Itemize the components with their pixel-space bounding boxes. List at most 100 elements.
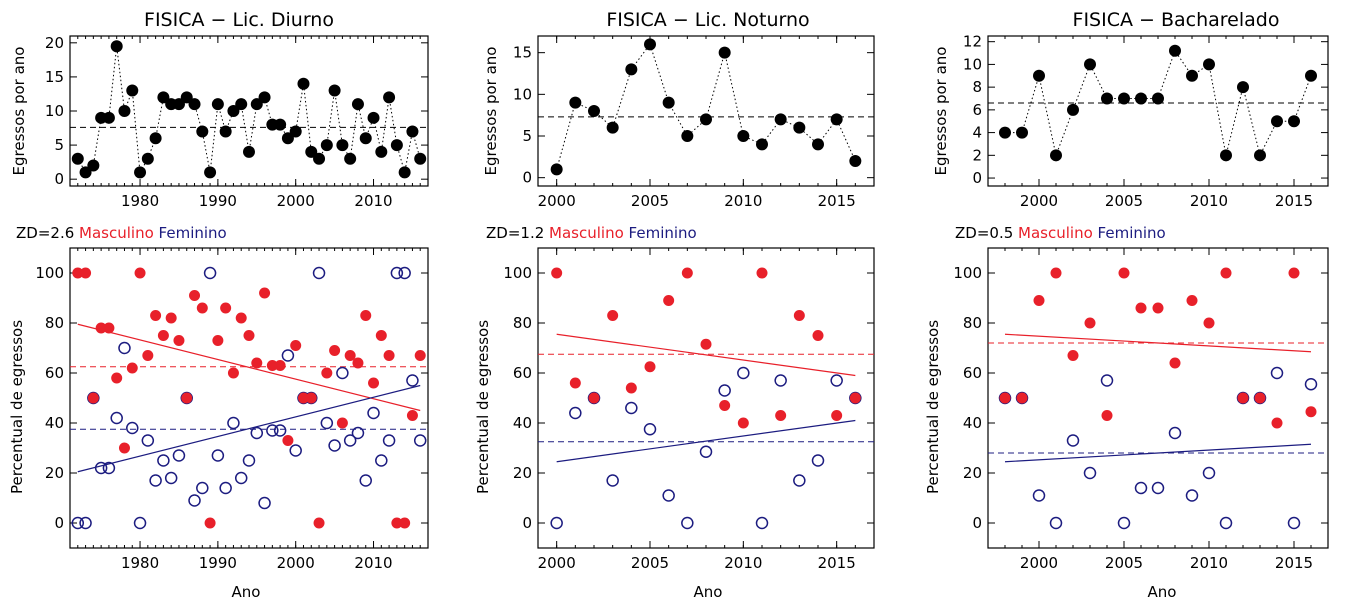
bottom-0-masc-point	[329, 345, 341, 356]
bottom-0-masc-point	[344, 350, 356, 361]
top-1-point	[644, 38, 656, 51]
bottom-0-masc-point	[72, 267, 84, 279]
bottom-0-masc-point	[142, 350, 154, 361]
bottom-2-fem-point	[1202, 466, 1216, 480]
top-1-series-line	[556, 43, 856, 170]
bottom-header-0: ZD=2.6 Masculino Feminino	[16, 224, 227, 242]
bottom-0-fem-point	[133, 516, 147, 530]
bottom-1-fem-point	[625, 401, 638, 415]
top-0-point	[79, 166, 92, 179]
bottom-0-masc-point	[220, 302, 232, 314]
bottom-1-masc-point	[700, 338, 712, 350]
bottom-1-ytick-label: 0	[522, 514, 532, 532]
top-1-xtick-label: 2005	[631, 192, 669, 210]
top-1-point	[849, 155, 862, 167]
bottom-xlabel-0: Ano	[232, 583, 261, 601]
bottom-2-xtick-label: 2005	[1105, 554, 1143, 572]
bottom-0-masc-point	[118, 442, 130, 454]
top-0-point	[196, 125, 209, 138]
bottom-1-masc-point	[719, 400, 731, 411]
bottom-2-xtick-label: 2000	[1020, 554, 1058, 572]
top-0-point	[227, 105, 240, 117]
bottom-2-masc-point	[1305, 406, 1317, 418]
top-1-point	[569, 96, 582, 109]
top-0-point	[243, 145, 255, 158]
bottom-1-ytick-label: 100	[503, 264, 532, 282]
top-1-point	[662, 96, 675, 109]
bottom-1-fem-point	[755, 516, 769, 530]
top-2-point	[1152, 92, 1164, 105]
bottom-0-masc-point	[251, 357, 263, 369]
top-2-ytick-label: 8	[972, 78, 982, 96]
bottom-0-fem-point	[398, 266, 411, 280]
bottom-2-frame	[987, 247, 1329, 549]
bottom-0-masc-point	[173, 335, 185, 346]
bottom-2-masc-point	[1203, 317, 1215, 329]
top-0-point	[274, 118, 287, 131]
bottom-0-fem-point	[211, 449, 225, 462]
bottom-0-masc-point	[126, 362, 138, 374]
masculino-label-0: Masculino	[79, 224, 154, 242]
bottom-0-xtick-label: 2000	[277, 554, 315, 572]
top-0-point	[172, 98, 185, 111]
top-0-point	[235, 98, 248, 111]
top-0-point	[211, 98, 224, 111]
bottom-0-ytick-label: 40	[45, 414, 64, 432]
top-0-point	[383, 91, 396, 104]
top-0-point	[351, 98, 364, 111]
top-0-point	[126, 84, 139, 97]
top-0-point	[328, 84, 341, 97]
bottom-1-masc-point	[663, 295, 675, 306]
bottom-1-masc-point	[849, 392, 861, 404]
bottom-2-masc-point	[1118, 267, 1130, 279]
masculino-label-2: Masculino	[1018, 224, 1093, 242]
bottom-1-masc-point	[551, 267, 563, 279]
bottom-1-fem-point	[681, 516, 694, 530]
bottom-0-fem-point	[227, 416, 240, 430]
bottom-0-fem-point	[390, 266, 404, 280]
top-2-ytick-label: 6	[972, 101, 982, 119]
bottom-2-masc-point	[1135, 302, 1147, 314]
top-1-point	[812, 138, 824, 151]
top-0-point	[305, 145, 318, 158]
top-2-ytick-label: 2	[972, 146, 982, 164]
top-2-xtick-label: 2005	[1105, 192, 1143, 210]
bottom-ylabel-2: Percentual de egressos	[924, 320, 942, 494]
bottom-0-masc-point	[165, 312, 177, 324]
bottom-0-masc-point	[282, 435, 294, 446]
top-title-0: FISICA − Lic. Diurno	[144, 9, 334, 31]
bottom-2-masc-point	[999, 392, 1011, 404]
top-title-1: FISICA − Lic. Noturno	[606, 9, 809, 31]
bottom-0-masc-point	[103, 322, 115, 334]
top-0-xtick-label: 1990	[199, 192, 237, 210]
bottom-0-masc-point	[391, 517, 403, 529]
bottom-2-ytick-label: 0	[972, 514, 982, 532]
bottom-0-ytick-label: 20	[45, 464, 64, 482]
top-0-point	[180, 91, 193, 104]
bottom-2-masc-point	[1084, 317, 1096, 329]
bottom-0-masc-point	[87, 392, 99, 404]
bottom-0-fem-point	[149, 474, 162, 487]
bottom-1-ytick-label: 80	[513, 314, 532, 332]
bottom-0-fem-point	[71, 516, 85, 530]
top-0-point	[258, 91, 271, 104]
bottom-1-masc-point	[588, 392, 600, 404]
bottom-1-masc-point	[737, 417, 749, 429]
bottom-0-masc-point	[134, 267, 146, 279]
bottom-1-fem-point	[606, 474, 619, 487]
top-0-point	[398, 166, 411, 179]
bottom-2-masc-point	[1254, 392, 1266, 404]
bottom-0-masc-point	[375, 330, 387, 341]
bottom-1-masc-point	[625, 382, 637, 394]
bottom-0-masc-point	[406, 410, 418, 421]
bottom-0-fem-point	[219, 481, 232, 495]
bottom-0-fem-point	[258, 496, 271, 510]
bottom-0-masc-point	[196, 302, 208, 314]
bottom-2-ytick-label: 80	[963, 314, 982, 332]
top-1-point	[700, 113, 712, 126]
bottom-1-masc-point	[831, 410, 843, 421]
bottom-header-1: ZD=1.2 Masculino Feminino	[486, 224, 697, 242]
top-1-point	[718, 46, 731, 59]
bottom-0-masc-point	[150, 310, 162, 321]
bottom-0-fem-point	[102, 461, 116, 475]
